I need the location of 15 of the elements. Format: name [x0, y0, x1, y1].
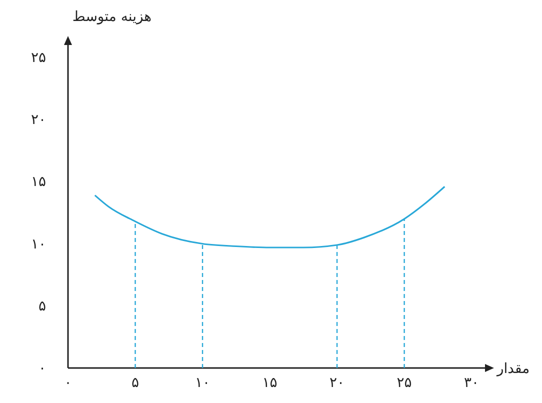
y-tick-label: ۲۵ — [30, 50, 46, 66]
y-tick-label: ۲۰ — [30, 112, 46, 128]
x-tick-label: ۲۵ — [396, 374, 412, 391]
x-axis-title: مقدار — [496, 361, 530, 377]
x-tick-label: ۰ — [64, 374, 72, 391]
y-tick-label: ۰ — [38, 360, 46, 376]
y-tick-label: ۱۰ — [30, 236, 46, 252]
x-tick-label: ۲۰ — [330, 374, 345, 391]
y-axis-title: هزینه متوسط — [72, 9, 152, 25]
y-tick-label: ۱۵ — [30, 174, 46, 190]
x-tick-label: ۳۰ — [464, 374, 480, 391]
y-tick-label: ۵ — [38, 298, 46, 314]
x-tick-label: ۱۵ — [262, 374, 278, 391]
x-tick-label: ۱۰ — [194, 374, 210, 391]
x-tick-label: ۵ — [131, 374, 140, 391]
